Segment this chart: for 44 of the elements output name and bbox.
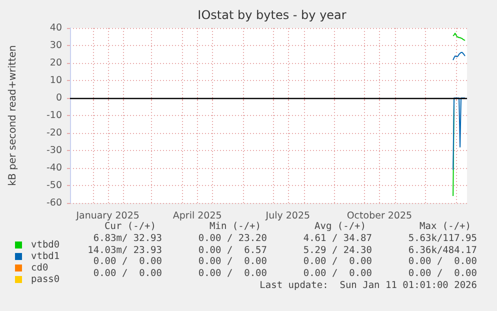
y-tick-label: -60 <box>46 198 62 208</box>
text: 0.00 / 0.00 <box>408 256 477 268</box>
y-tick-label: 40 <box>50 22 62 34</box>
y-tick-label: -20 <box>46 128 62 138</box>
y-tick-label: -30 <box>46 145 62 156</box>
x-tick-label: July 2025 <box>264 210 310 222</box>
y-tick-label: 30 <box>50 40 62 51</box>
legend-label: vtbd1 <box>31 251 60 262</box>
text: 0.00 / 0.00 <box>408 268 477 280</box>
y-tick-label: -10 <box>46 110 62 121</box>
text: 0.00 / 0.00 <box>93 268 162 280</box>
line-series <box>452 32 466 41</box>
text: 0.00 / 6.57 <box>198 244 267 256</box>
legend-label: vtbd0 <box>31 240 60 250</box>
text: 0.00 / 0.00 <box>93 256 162 268</box>
x-tick-label: January 2025 <box>75 210 140 222</box>
text: 0.00 / 0.00 <box>198 268 267 280</box>
line-series <box>452 52 466 61</box>
x-tick-label: October 2025 <box>346 210 412 222</box>
y-tick-label: -40 <box>46 162 62 174</box>
text: Min (-/+) <box>210 221 261 232</box>
text: 5.63k/117.95 <box>408 232 477 244</box>
text: 0.00 / 0.00 <box>303 256 372 268</box>
y-tick-label: 20 <box>50 58 62 68</box>
text: 0.00 / 23.20 <box>198 232 267 244</box>
text: 0.00 / 0.00 <box>198 256 267 268</box>
text: 6.36k/484.17 <box>408 244 477 256</box>
text: Last update: Sun Jan 11 01:01:00 2026 <box>260 280 477 291</box>
x-tick-label: April 2025 <box>172 210 222 222</box>
text: Max (-/+) <box>420 221 471 232</box>
text: 6.83m/ 32.93 <box>93 232 162 244</box>
chart-title: IOstat by bytes - by year <box>198 8 346 22</box>
text: 0.00 / 0.00 <box>303 268 372 280</box>
y-tick-label: -50 <box>46 180 62 191</box>
text: 14.03m/ 23.93 <box>88 244 162 256</box>
text: 4.61 / 34.87 <box>303 232 372 244</box>
y-axis-title: kB per second read+written <box>8 45 18 186</box>
text: 5.29 / 24.30 <box>303 244 372 256</box>
y-tick-label: 0 <box>56 92 62 104</box>
legend-label: pass0 <box>31 274 60 285</box>
y-tick-label: 10 <box>50 75 62 86</box>
legend-label: cd0 <box>31 262 48 274</box>
text: Cur (-/+) <box>104 221 156 232</box>
text: Avg (-/+) <box>314 221 366 232</box>
